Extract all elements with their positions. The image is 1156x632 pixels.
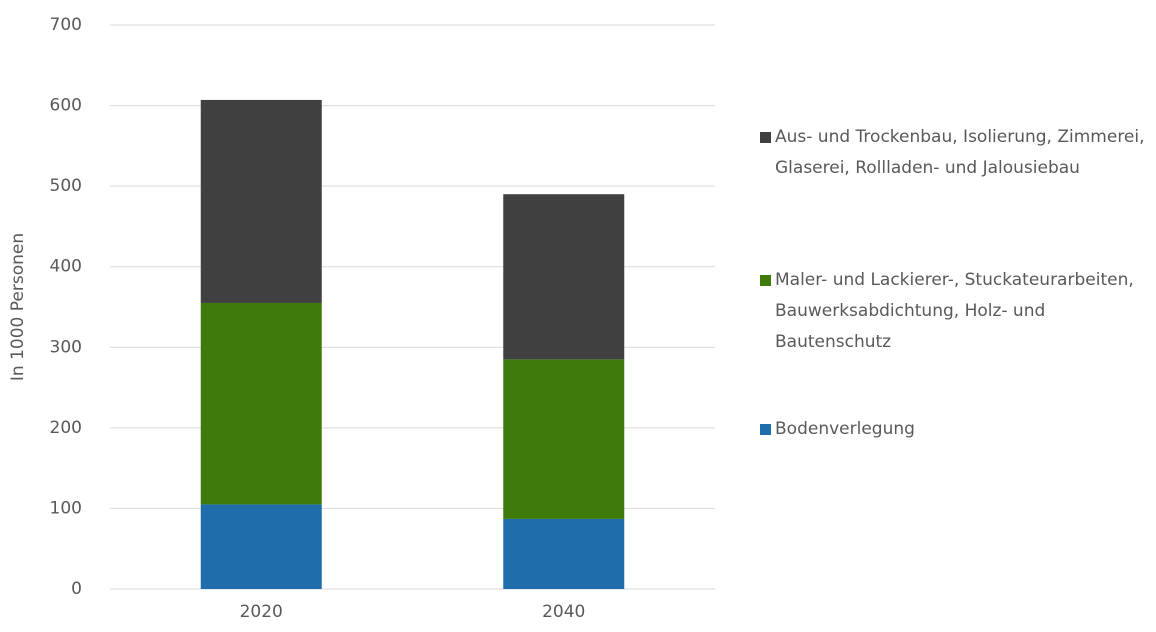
y-tick-label: 500 <box>50 176 82 196</box>
bar-segment <box>503 194 625 360</box>
y-tick-label: 100 <box>50 498 82 518</box>
bar-segment <box>503 359 625 519</box>
y-tick-label: 200 <box>50 418 82 438</box>
legend-label: Maler- und Lackierer-, Stuckateurarbeite… <box>775 270 1134 352</box>
legend-swatch <box>760 275 771 286</box>
x-tick-label: 2040 <box>542 602 585 622</box>
y-tick-label: 400 <box>50 257 82 277</box>
legend-entry: Bodenverlegung <box>760 414 1150 445</box>
bar-segment <box>503 518 625 589</box>
legend-entry: Aus- und Trockenbau, Isolierung, Zimmere… <box>760 122 1150 184</box>
y-tick-label: 0 <box>71 579 82 599</box>
legend-swatch <box>760 424 771 435</box>
bar-segment <box>200 302 322 505</box>
bar-segment <box>200 99 322 303</box>
legend-entry: Maler- und Lackierer-, Stuckateurarbeite… <box>760 265 1150 358</box>
y-tick-label: 700 <box>50 15 82 35</box>
legend-label: Aus- und Trockenbau, Isolierung, Zimmere… <box>775 127 1145 178</box>
legend-label: Bodenverlegung <box>775 419 915 439</box>
y-tick-label: 300 <box>50 337 82 357</box>
y-axis-label: In 1000 Personen <box>8 233 28 381</box>
legend-swatch <box>760 132 771 143</box>
y-tick-label: 600 <box>50 96 82 116</box>
x-tick-label: 2020 <box>240 602 283 622</box>
bar-segment <box>200 504 322 589</box>
